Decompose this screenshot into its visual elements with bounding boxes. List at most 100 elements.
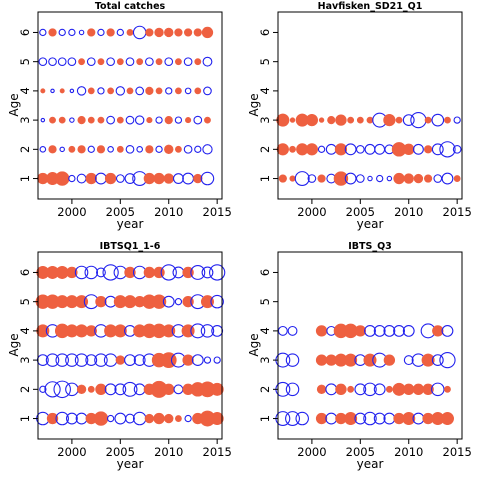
negative-residual-bubble [174, 116, 183, 124]
positive-residual-bubble [104, 172, 117, 185]
negative-residual-bubble [386, 175, 393, 182]
negative-residual-bubble [65, 412, 78, 425]
positive-residual-bubble [175, 58, 182, 66]
negative-residual-bubble [213, 356, 221, 364]
negative-residual-bubble [364, 143, 376, 155]
positive-residual-bubble [154, 27, 164, 38]
negative-residual-bubble [55, 353, 69, 367]
positive-residual-bubble [182, 266, 194, 279]
negative-residual-bubble [173, 384, 184, 395]
negative-residual-bubble [122, 381, 138, 397]
positive-residual-bubble [327, 116, 336, 125]
negative-residual-bubble [40, 117, 46, 123]
positive-residual-bubble [276, 143, 289, 156]
negative-residual-bubble [125, 144, 135, 154]
negative-residual-bubble [106, 414, 115, 423]
negative-residual-bubble [165, 87, 173, 95]
negative-residual-bubble [402, 114, 415, 127]
positive-residual-bubble [113, 324, 127, 338]
positive-residual-bubble [383, 354, 396, 366]
panel-total-catches: Total catches 2000 2005 2010 2015 1 2 3 4 5 6 ye… [7, 1, 232, 231]
negative-residual-bubble [294, 171, 310, 187]
positive-residual-bubble [146, 117, 153, 124]
positive-residual-bubble [318, 117, 325, 123]
negative-residual-bubble [431, 354, 444, 367]
positive-residual-bubble [93, 411, 109, 426]
positive-residual-bubble [393, 172, 405, 185]
positive-residual-bubble [68, 145, 76, 153]
y-tick-label: 4 [258, 87, 272, 94]
negative-residual-bubble [431, 113, 445, 127]
x-axis-label: year [357, 217, 384, 231]
y-tick-label: 2 [18, 386, 32, 393]
positive-residual-bubble [424, 116, 432, 124]
negative-residual-bubble [403, 355, 414, 366]
negative-residual-bubble [69, 117, 75, 123]
negative-residual-bubble [307, 174, 317, 183]
negative-residual-bubble [58, 28, 66, 37]
positive-residual-bubble [46, 412, 59, 425]
negative-residual-bubble [68, 28, 76, 37]
y-tick-label: 5 [258, 298, 272, 305]
positive-residual-bubble [144, 413, 155, 424]
positive-residual-bubble [347, 385, 355, 393]
negative-residual-bubble [211, 324, 224, 337]
negative-residual-bubble [410, 111, 427, 129]
positive-residual-bubble [366, 116, 374, 124]
positive-residual-bubble [145, 28, 154, 37]
negative-residual-bubble [364, 324, 376, 337]
negative-residual-bubble [115, 86, 126, 96]
negative-residual-bubble [133, 383, 146, 396]
y-axis: 1 2 3 4 5 6 [18, 269, 38, 422]
panel-ibts-q3: IBTS_Q3 2000 2005 2010 2015 1 2 3 4 5 6 year Age [247, 241, 472, 471]
y-tick-label: 6 [258, 269, 272, 276]
positive-residual-bubble [77, 145, 86, 154]
negative-residual-bubble [441, 172, 454, 185]
negative-residual-bubble [355, 174, 365, 183]
positive-residual-bubble [184, 28, 193, 37]
negative-residual-bubble [201, 266, 214, 279]
negative-residual-bubble [106, 57, 115, 67]
y-tick-label: 2 [18, 146, 32, 153]
negative-residual-bubble [132, 411, 147, 426]
negative-residual-bubble [172, 266, 185, 279]
negative-residual-bubble [182, 172, 195, 185]
positive-residual-bubble [289, 145, 296, 153]
plot-frame [37, 11, 223, 200]
negative-residual-bubble [69, 88, 75, 94]
x-axis: 2000 2005 2010 2015 [57, 439, 232, 459]
negative-residual-bubble [431, 382, 445, 397]
positive-residual-bubble [124, 266, 136, 279]
positive-residual-bubble [175, 415, 182, 422]
negative-residual-bubble [203, 86, 212, 96]
negative-residual-bubble [174, 298, 183, 306]
positive-residual-bubble [316, 384, 327, 395]
positive-residual-bubble [85, 172, 97, 185]
bubble-marks [37, 25, 215, 187]
negative-residual-bubble [48, 57, 57, 67]
positive-residual-bubble [335, 383, 347, 395]
positive-residual-bubble [116, 58, 124, 66]
positive-residual-bubble [403, 383, 415, 395]
x-tick-label: 2015 [203, 445, 232, 459]
negative-residual-bubble [374, 143, 386, 155]
positive-residual-bubble [95, 296, 107, 308]
y-tick-label: 6 [258, 29, 272, 36]
y-tick-label: 1 [18, 415, 32, 422]
positive-residual-bubble [85, 325, 97, 337]
negative-residual-bubble [203, 356, 212, 364]
positive-residual-bubble [305, 114, 318, 127]
positive-residual-bubble [153, 412, 165, 425]
negative-residual-bubble [45, 353, 60, 367]
negative-residual-bubble [200, 171, 215, 186]
y-axis-label: Age [247, 93, 261, 116]
negative-residual-bubble [431, 143, 444, 156]
positive-residual-bubble [126, 87, 134, 95]
negative-residual-bubble [68, 174, 76, 183]
positive-residual-bubble [95, 383, 107, 395]
positive-residual-bubble [424, 145, 433, 154]
y-tick-label: 3 [258, 356, 272, 363]
positive-residual-bubble [317, 174, 326, 183]
